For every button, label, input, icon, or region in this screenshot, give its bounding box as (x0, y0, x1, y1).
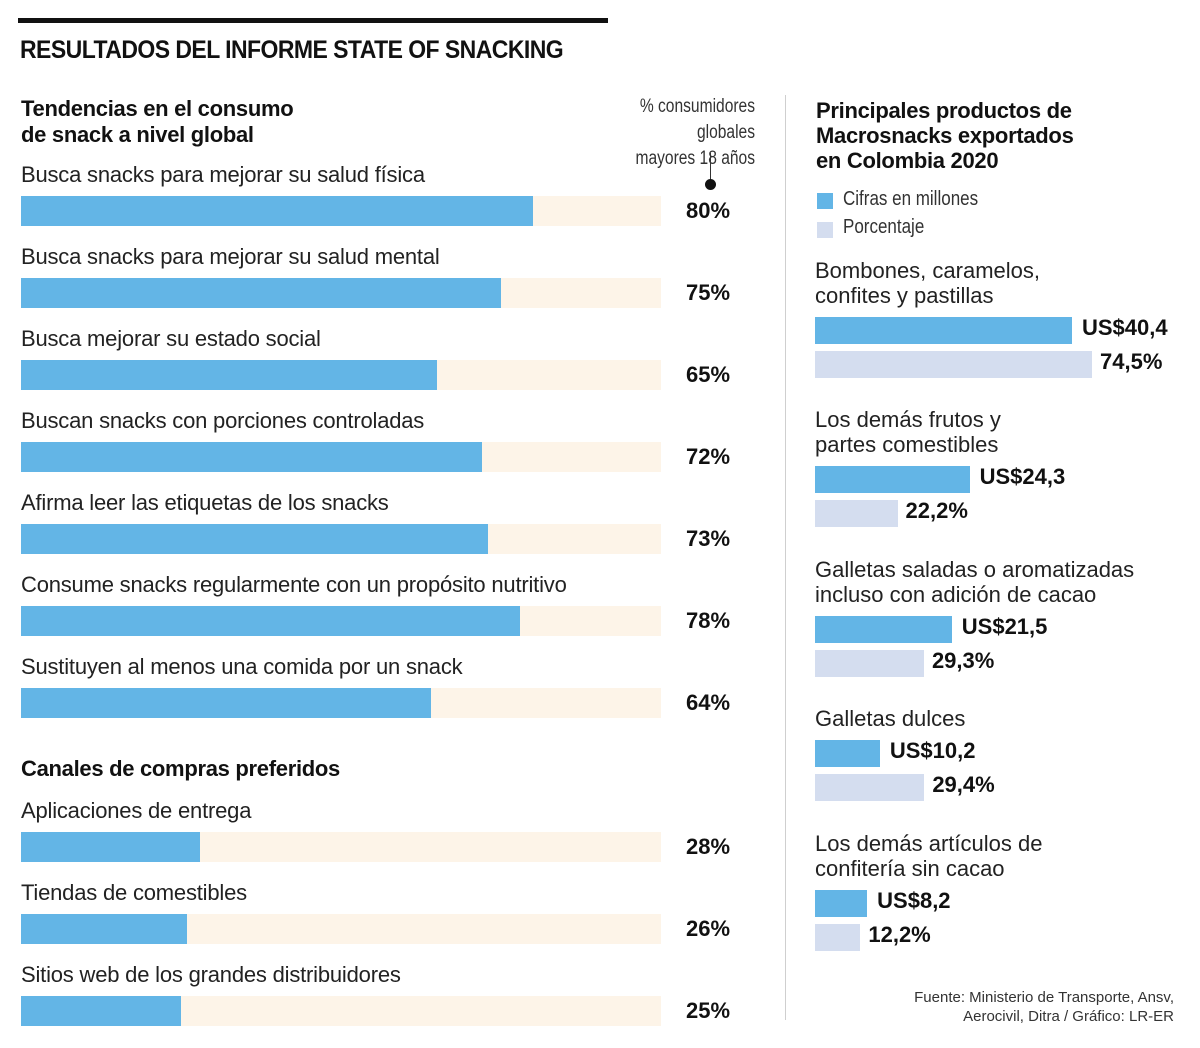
product-label: Galletas dulces (815, 706, 965, 731)
bar-track (21, 196, 661, 226)
value-label: 26% (686, 916, 731, 941)
bar (21, 196, 533, 226)
bar-track (21, 606, 661, 636)
value-label: 72% (686, 444, 731, 469)
product-label-line: Los demás frutos y (815, 407, 1001, 432)
row-label: Busca snacks para mejorar su salud menta… (21, 244, 440, 269)
bar-percent (815, 774, 925, 801)
product-label-line: Galletas dulces (815, 706, 966, 731)
product-label-line: confites y pastillas (815, 283, 994, 308)
source-note: Fuente: Ministerio de Transporte, Ansv, … (914, 988, 1174, 1026)
value-label: 64% (686, 690, 731, 715)
bar-track (21, 688, 661, 718)
legend-label-millions: Cifras en millones (843, 188, 979, 210)
value-label: 73% (686, 526, 731, 551)
bar-percent (815, 500, 898, 527)
bar-track (21, 360, 661, 390)
bar (21, 278, 501, 308)
row-label: Sustituyen al menos una comida por un sn… (21, 654, 463, 679)
bar-track (21, 832, 661, 862)
bar-percent (815, 924, 861, 951)
bar-percent (815, 650, 924, 677)
bar-millions (815, 466, 970, 493)
value-label: 25% (686, 998, 731, 1023)
bar-percent (815, 351, 1092, 378)
unit-note-line: mayores 18 años (635, 148, 755, 169)
bar (21, 360, 437, 390)
bar (21, 524, 489, 554)
product-label-line: Galletas saladas o aromatizadas (815, 557, 1135, 582)
bar (21, 914, 188, 944)
value-label-percent: 29,3% (931, 648, 995, 673)
trends-title-line: de snack a nivel global (21, 122, 254, 147)
exports-title-line: Principales productos de (816, 98, 1072, 123)
product-label: Galletas saladas o aromatizadas incluso c… (815, 557, 1134, 607)
row-label: Consume snacks regularmente con un propó… (21, 572, 567, 597)
bar-track (21, 442, 661, 472)
value-label: 65% (686, 362, 731, 387)
unit-note: % consumidores globales mayores 18 años (579, 94, 755, 172)
value-label-millions: US$40,4 (1082, 315, 1168, 340)
value-label: 75% (686, 280, 731, 305)
value-label-percent: 74,5% (1100, 349, 1163, 374)
row-label: Tiendas de comestibles (21, 880, 247, 905)
value-label: 80% (686, 198, 731, 223)
value-label-percent: 29,4% (932, 772, 995, 797)
bar-millions (815, 317, 1072, 344)
product-label-line: partes comestibles (815, 432, 999, 457)
product-label: Los demás frutos y partes comestibles (815, 407, 1001, 457)
row-label: Busca mejorar su estado social (21, 326, 321, 351)
legend-swatch-percent (817, 222, 833, 238)
bar-millions (815, 890, 868, 917)
bar (21, 442, 482, 472)
exports-title-line: Macrosnacks exportados (816, 123, 1074, 148)
bar (21, 832, 201, 862)
value-label: 78% (686, 608, 731, 633)
row-label: Aplicaciones de entrega (21, 798, 252, 823)
value-label: 28% (686, 834, 731, 859)
bar-track (21, 524, 661, 554)
trends-title-line: Tendencias en el consumo (21, 96, 294, 121)
row-label: Afirma leer las etiquetas de los snacks (21, 490, 389, 515)
bar (21, 606, 521, 636)
product-label: Los demás artículos de confitería sin cac… (815, 831, 1042, 881)
bar-track (21, 914, 661, 944)
value-label-millions: US$8,2 (877, 888, 951, 913)
top-rule (18, 18, 608, 23)
value-label-percent: 22,2% (905, 498, 968, 523)
legend-label-percent: Porcentaje (843, 216, 925, 238)
product-label-line: Bombones, caramelos, (815, 258, 1040, 283)
column-divider (785, 95, 786, 1020)
source-line: Fuente: Ministerio de Transporte, Ansv, (914, 989, 1174, 1006)
row-label: Busca snacks para mejorar su salud físic… (21, 162, 425, 187)
unit-note-line: % consumidores globales (639, 96, 755, 143)
product-label-line: incluso con adición de cacao (815, 582, 1097, 607)
bar (21, 688, 431, 718)
row-label: Buscan snacks con porciones controladas (21, 408, 425, 433)
pointer-dot (705, 179, 716, 190)
main-title: RESULTADOS DEL INFORME STATE OF SNACKING (20, 36, 564, 64)
legend-swatch-millions (817, 193, 833, 209)
value-label-millions: US$21,5 (961, 614, 1048, 639)
bar (21, 996, 181, 1026)
exports-title: Principales productos de Macrosnacks exp… (816, 98, 1074, 173)
channels-title: Canales de compras preferidos (21, 756, 340, 781)
trends-title: Tendencias en el consumo de snack a nive… (21, 96, 294, 148)
value-label-millions: US$24,3 (979, 464, 1066, 489)
product-label: Bombones, caramelos, confites y pastillas (815, 258, 1040, 308)
source-line: Aerocivil, Ditra / Gráfico: LR-ER (963, 1008, 1174, 1025)
value-label-percent: 12,2% (868, 922, 931, 947)
pointer-line (710, 153, 711, 181)
product-label-line: Los demás artículos de (815, 831, 1043, 856)
bar-millions (815, 740, 880, 767)
product-label-line: confitería sin cacao (815, 856, 1005, 881)
bar-track (21, 996, 661, 1026)
row-label: Sitios web de los grandes distribuidores (21, 962, 401, 987)
bar-millions (815, 616, 952, 643)
exports-title-line: en Colombia 2020 (816, 148, 999, 173)
value-label-millions: US$10,2 (889, 738, 976, 763)
bar-track (21, 278, 661, 308)
